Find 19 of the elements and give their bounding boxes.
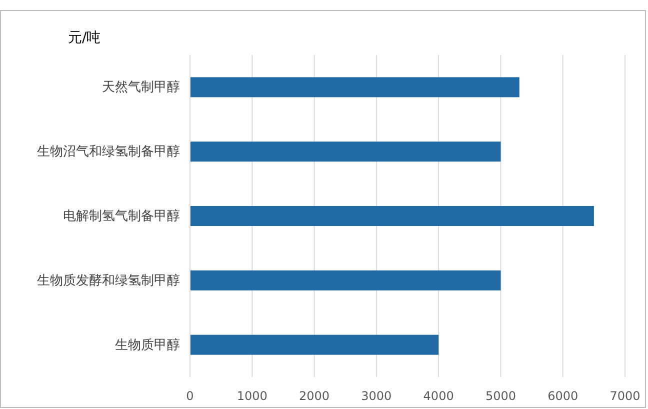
bar — [190, 206, 594, 226]
x-axis-title: 元/吨 — [68, 30, 101, 46]
x-tick-label: 4000 — [423, 389, 454, 403]
x-tick-label: 1000 — [236, 389, 268, 403]
bar — [190, 142, 501, 162]
y-tick-label: 生物沼气和绿氢制备甲醇 — [37, 144, 180, 160]
y-tick-label: 生物质发酵和绿氢制甲醇 — [37, 273, 180, 288]
y-tick-label: 生物质甲醇 — [115, 338, 180, 353]
bar — [190, 334, 439, 355]
bar — [190, 270, 501, 290]
y-tick-label: 天然气制甲醇 — [102, 80, 180, 96]
y-tick-label: 电解制氢气制备甲醇 — [63, 209, 180, 224]
bar — [190, 77, 520, 98]
x-tick-label: 7000 — [610, 389, 640, 403]
x-tick-label: 6000 — [548, 389, 578, 403]
x-tick-label: 3000 — [361, 389, 392, 403]
x-tick-label: 5000 — [485, 389, 516, 403]
x-tick-label: 0 — [186, 389, 194, 403]
x-tick-label: 2000 — [299, 389, 330, 403]
